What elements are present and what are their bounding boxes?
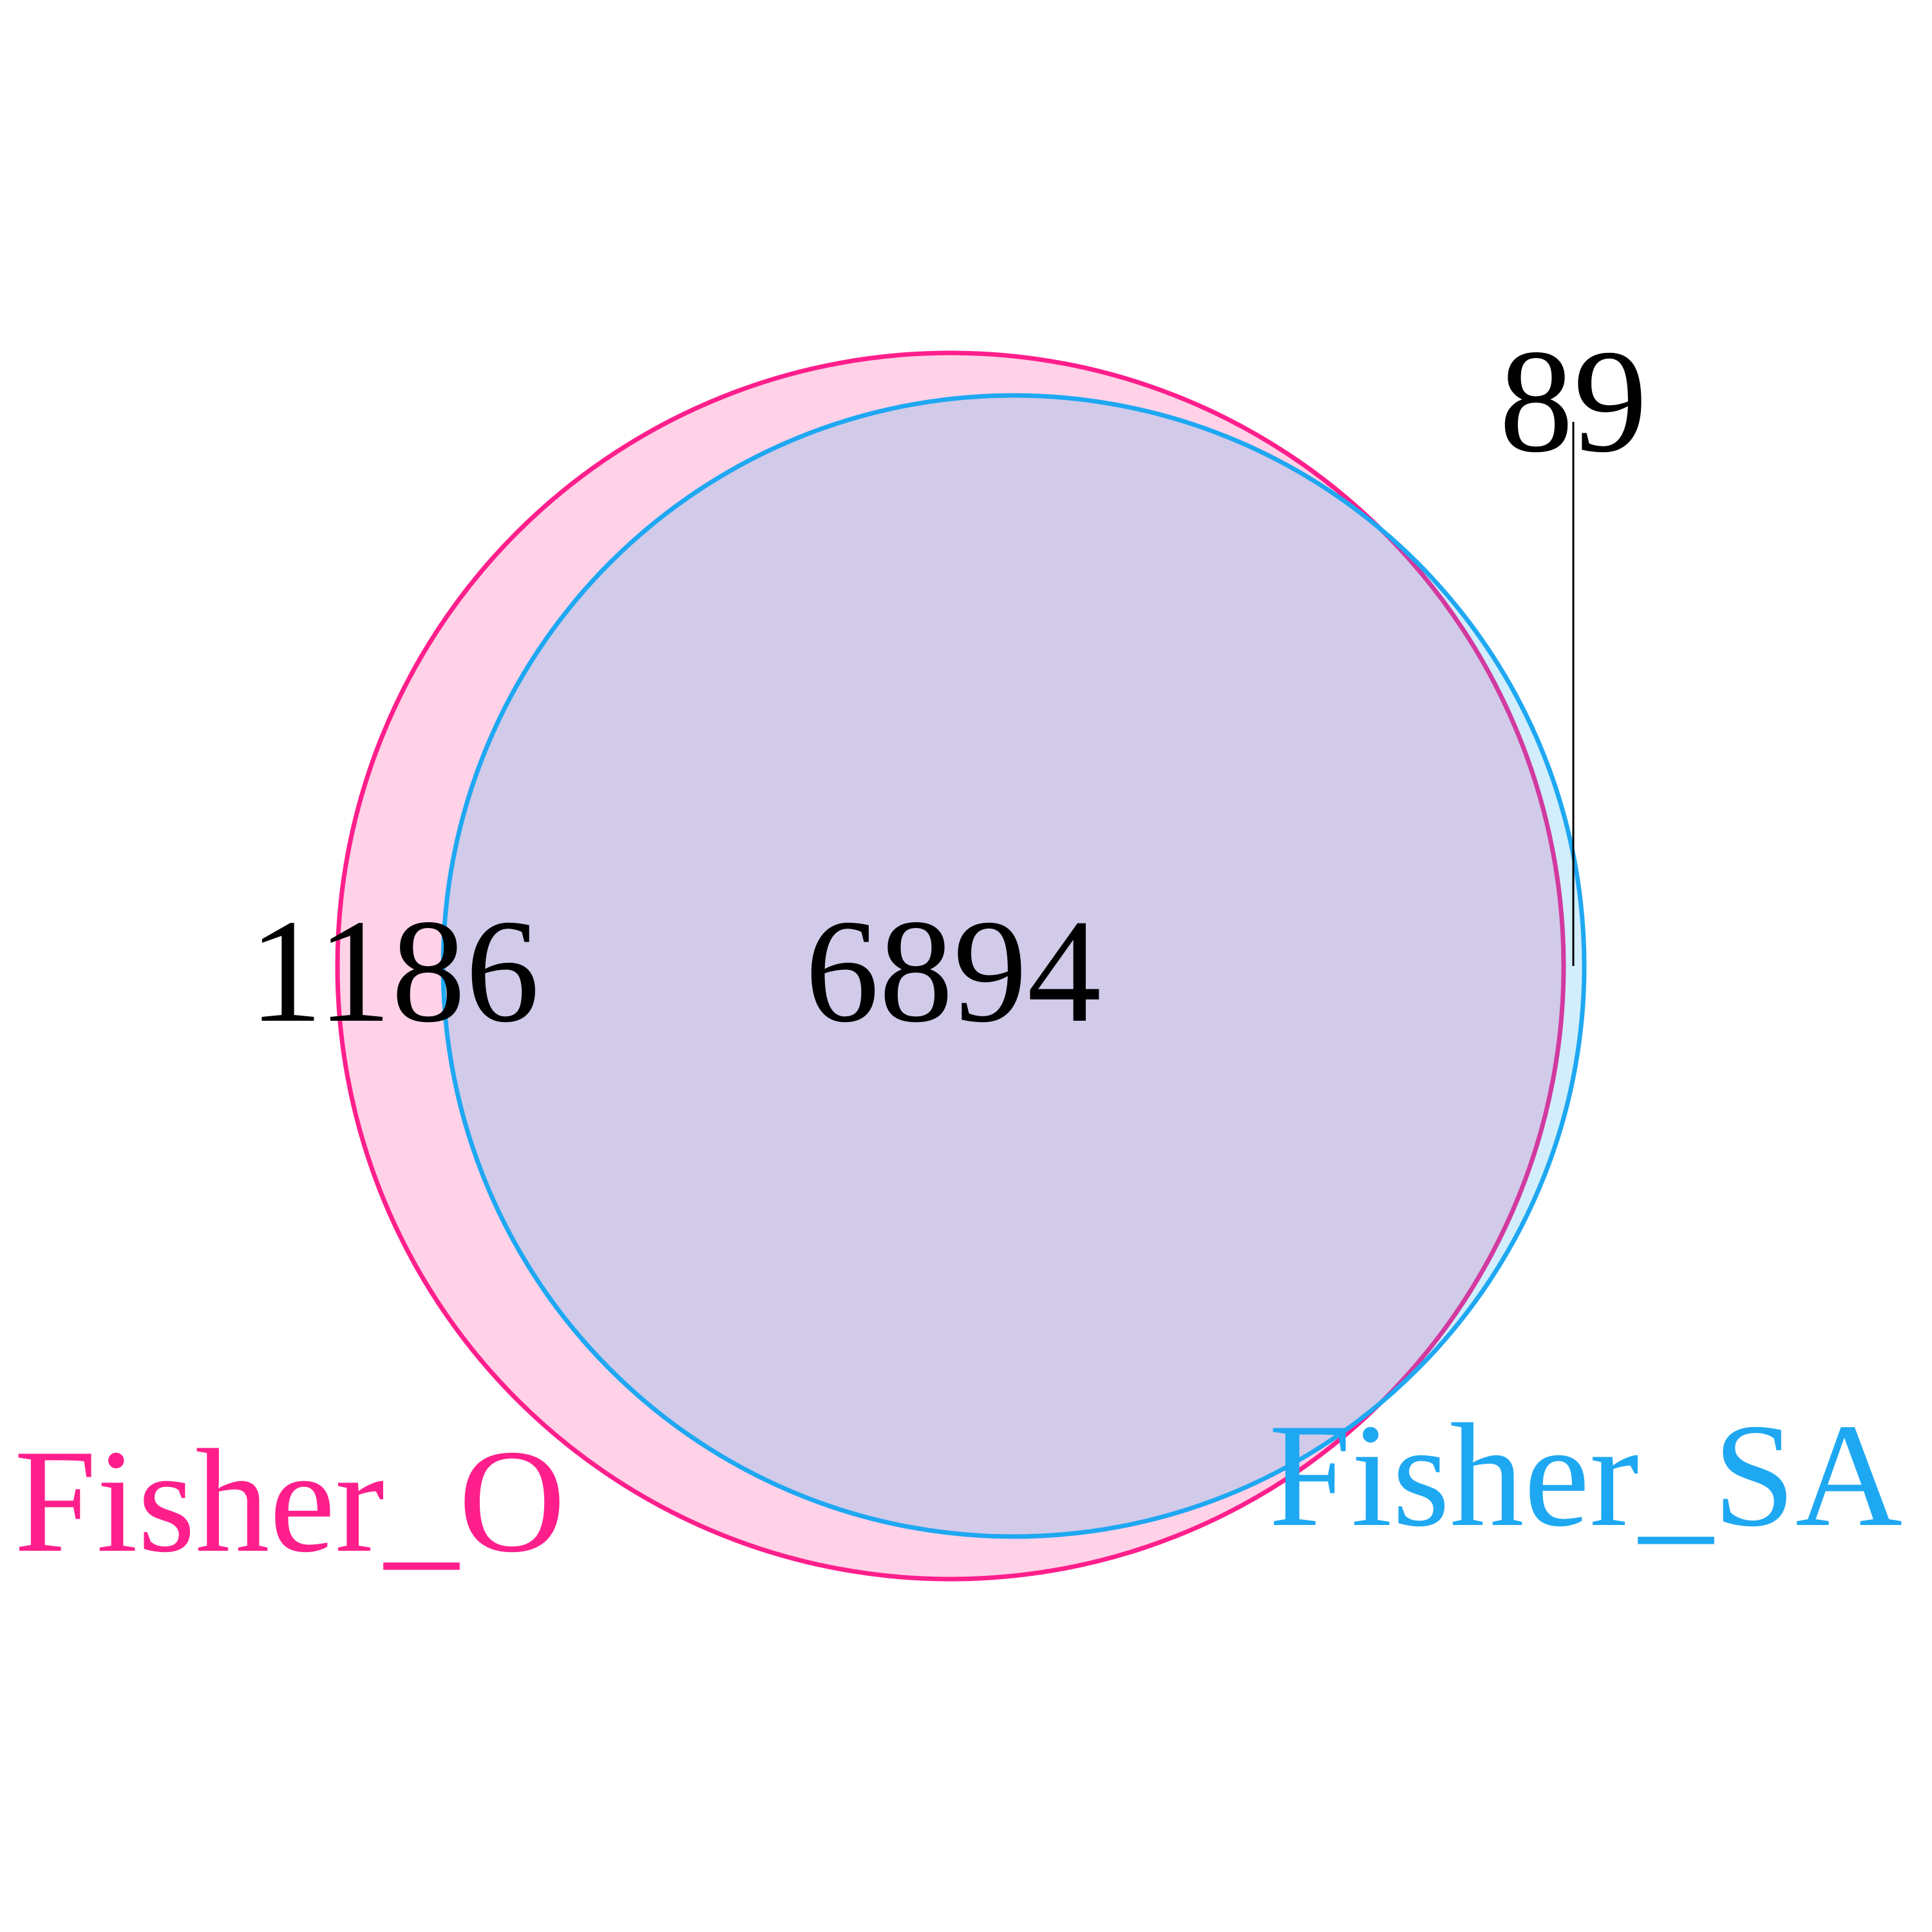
intersection-count: 6894 — [805, 889, 1101, 1053]
set-b-circle — [440, 393, 1587, 1539]
set-b-label: Fisher_SA — [1269, 1393, 1902, 1557]
set-a-circle — [335, 350, 1566, 1582]
set-b-only-count: 89 — [1499, 319, 1647, 483]
set-a-label: Fisher_O — [14, 1419, 565, 1583]
set-a-only-count: 1186 — [249, 889, 539, 1053]
